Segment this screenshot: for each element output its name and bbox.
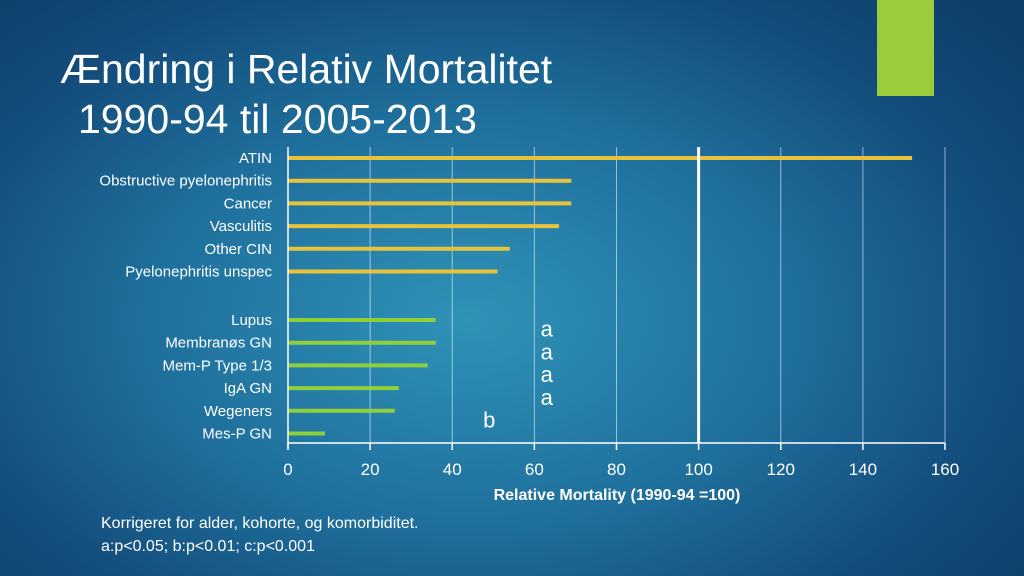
x-tick-label: 80 (607, 460, 626, 479)
footnote-line-1: Korrigeret for alder, kohorte, og komorb… (101, 515, 419, 532)
x-tick-label: 160 (931, 460, 959, 479)
title-line-2: 1990-94 til 2005-2013 (78, 96, 477, 142)
accent-bar (877, 0, 934, 96)
footnote: Korrigeret for alder, kohorte, og komorb… (101, 512, 419, 558)
x-tick-label: 120 (767, 460, 795, 479)
category-label: Mem-P Type 1/3 (163, 357, 273, 374)
significance-annotation: a (541, 339, 554, 364)
category-label: ATIN (239, 150, 272, 167)
x-tick-label: 40 (443, 460, 462, 479)
title-line-1: Ændring i Relativ Mortalitet (60, 46, 553, 92)
x-tick-label: 20 (361, 460, 380, 479)
category-label: Wegeners (204, 403, 272, 420)
significance-annotation: a (541, 317, 554, 342)
category-label: Mes-P GN (202, 426, 272, 443)
slide-title: Ændring i Relativ Mortalitet 1990-94 til … (60, 44, 552, 144)
x-tick-label: 140 (849, 460, 877, 479)
x-tick-label: 60 (525, 460, 544, 479)
category-label: Other CIN (204, 241, 272, 258)
category-label: Lupus (231, 312, 272, 329)
x-tick-label: 100 (684, 460, 712, 479)
significance-annotation: b (483, 408, 495, 433)
x-tick-label: 0 (283, 460, 292, 479)
footnote-line-2: a:p<0.05; b:p<0.01; c:p<0.001 (101, 538, 315, 555)
category-label: IgA GN (224, 380, 272, 397)
category-label: Cancer (224, 195, 272, 212)
x-axis-title: Relative Mortality (1990-94 =100) (494, 487, 741, 504)
category-label: Pyelonephritis unspec (125, 264, 272, 281)
category-label: Obstructive pyelonephritis (99, 173, 272, 190)
significance-annotation: a (541, 362, 554, 387)
category-label: Vasculitis (210, 218, 272, 235)
significance-annotation: a (541, 385, 554, 410)
category-label: Membranøs GN (165, 335, 272, 352)
